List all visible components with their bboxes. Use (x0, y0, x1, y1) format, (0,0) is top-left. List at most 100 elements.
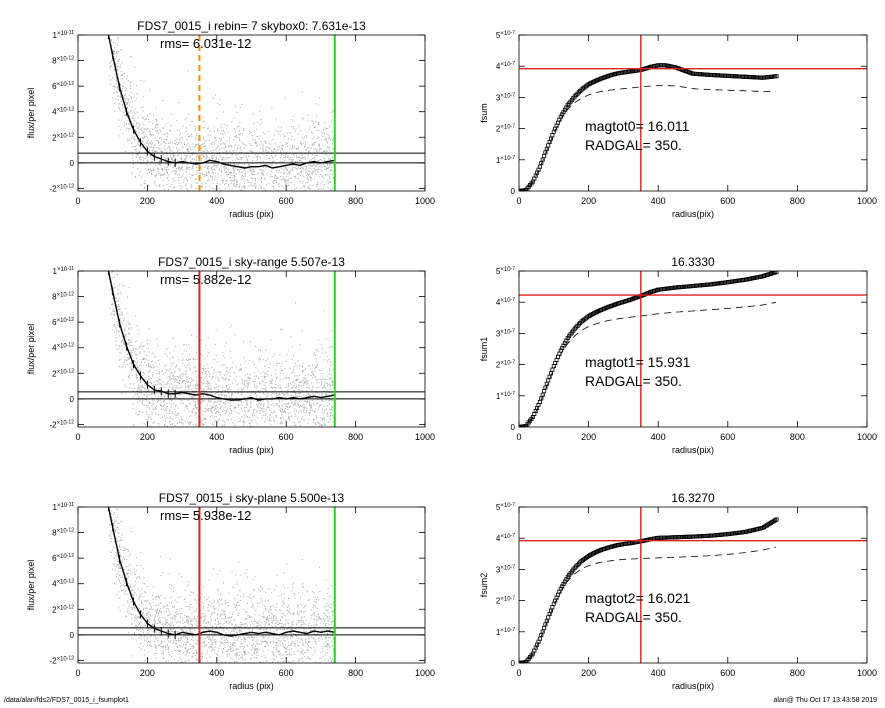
scatter-point (238, 369, 240, 371)
scatter-point (178, 359, 180, 361)
scatter-point (320, 344, 322, 346)
scatter-point (248, 376, 250, 378)
scatter-point (231, 394, 232, 396)
scatter-point (149, 402, 151, 404)
scatter-point (168, 410, 170, 412)
scatter-point (148, 370, 150, 372)
scatter-point (317, 467, 318, 468)
scatter-point (225, 402, 227, 404)
scatter-point (124, 107, 126, 109)
scatter-point (250, 132, 252, 134)
scatter-point (255, 155, 257, 157)
scatter-point (262, 151, 264, 152)
scatter-point (210, 143, 212, 144)
scatter-point (233, 145, 235, 147)
scatter-point (243, 193, 244, 194)
scatter-point (282, 161, 284, 163)
scatter-point (108, 207, 109, 208)
scatter-point (205, 386, 207, 388)
scatter-point (293, 175, 295, 177)
scatter-point (234, 167, 236, 169)
scatter-point (196, 204, 197, 205)
scatter-point (126, 140, 128, 142)
scatter-point (146, 142, 148, 144)
scatter-point (162, 174, 164, 176)
scatter-point (201, 399, 203, 401)
scatter-point (222, 386, 224, 388)
scatter-point (284, 393, 285, 395)
scatter-point (181, 385, 183, 387)
scatter-point (305, 374, 307, 376)
scatter-point (140, 157, 142, 159)
x-tick-label: 200 (581, 196, 596, 206)
scatter-point (186, 139, 188, 140)
scatter-point (195, 157, 197, 159)
scatter-point (183, 181, 185, 183)
scatter-point (250, 193, 251, 194)
scatter-point (330, 346, 332, 347)
scatter-point (196, 138, 198, 140)
scatter-point (171, 418, 173, 420)
scatter-point (139, 137, 141, 139)
scatter-point (237, 228, 238, 229)
scatter-point (303, 431, 304, 432)
scatter-point (165, 163, 167, 165)
scatter-point (165, 167, 167, 169)
scatter-point (203, 116, 204, 118)
scatter-point (186, 144, 188, 146)
scatter-point (244, 384, 245, 386)
scatter-point (150, 132, 151, 134)
scatter-point (250, 392, 252, 393)
scatter-point (295, 399, 297, 401)
scatter-point (139, 381, 141, 383)
scatter-point (217, 164, 219, 166)
scatter-point (167, 196, 168, 197)
scatter-point (148, 379, 150, 380)
scatter-point (165, 418, 167, 420)
scatter-point (186, 154, 188, 156)
scatter-point (143, 80, 145, 82)
scatter-point (134, 175, 136, 177)
scatter-point (192, 408, 194, 410)
scatter-point (186, 177, 188, 179)
scatter-point (120, 74, 122, 76)
scatter-point (315, 419, 317, 421)
scatter-point (132, 407, 134, 409)
scatter-point (119, 305, 120, 307)
scatter-point (117, 305, 119, 307)
scatter-point (116, 254, 117, 255)
scatter-point (247, 377, 249, 379)
scatter-point (321, 188, 322, 190)
scatter-point (128, 112, 130, 114)
scatter-point (304, 400, 306, 402)
scatter-point (162, 127, 164, 129)
scatter-point (284, 179, 286, 181)
scatter-point (148, 390, 149, 391)
scatter-point (135, 130, 137, 132)
scatter-point (165, 143, 167, 145)
scatter-point (275, 190, 277, 191)
scatter-point (202, 388, 204, 390)
panel-left-2: rms= 5.882e-120 200 400 600 800 1000-2×10-120… (26, 195, 435, 468)
scatter-point (292, 392, 294, 394)
scatter-point (173, 403, 175, 405)
scatter-point (159, 399, 161, 401)
scatter-point (281, 154, 283, 156)
scatter-point (98, 195, 99, 196)
scatter-point (173, 214, 174, 215)
scatter-point (134, 353, 136, 355)
scatter-point (271, 160, 273, 162)
scatter-point (252, 113, 254, 115)
scatter-point (189, 358, 191, 360)
scatter-point (94, 213, 95, 214)
scatter-point (304, 169, 306, 171)
scatter-point (111, 317, 113, 319)
scatter-point (255, 388, 257, 390)
scatter-point (126, 98, 128, 100)
scatter-point (234, 425, 236, 426)
scatter-point (187, 113, 189, 115)
scatter-point (155, 370, 157, 372)
scatter-point (284, 180, 286, 182)
scatter-point (261, 354, 263, 356)
scatter-point (178, 141, 179, 143)
